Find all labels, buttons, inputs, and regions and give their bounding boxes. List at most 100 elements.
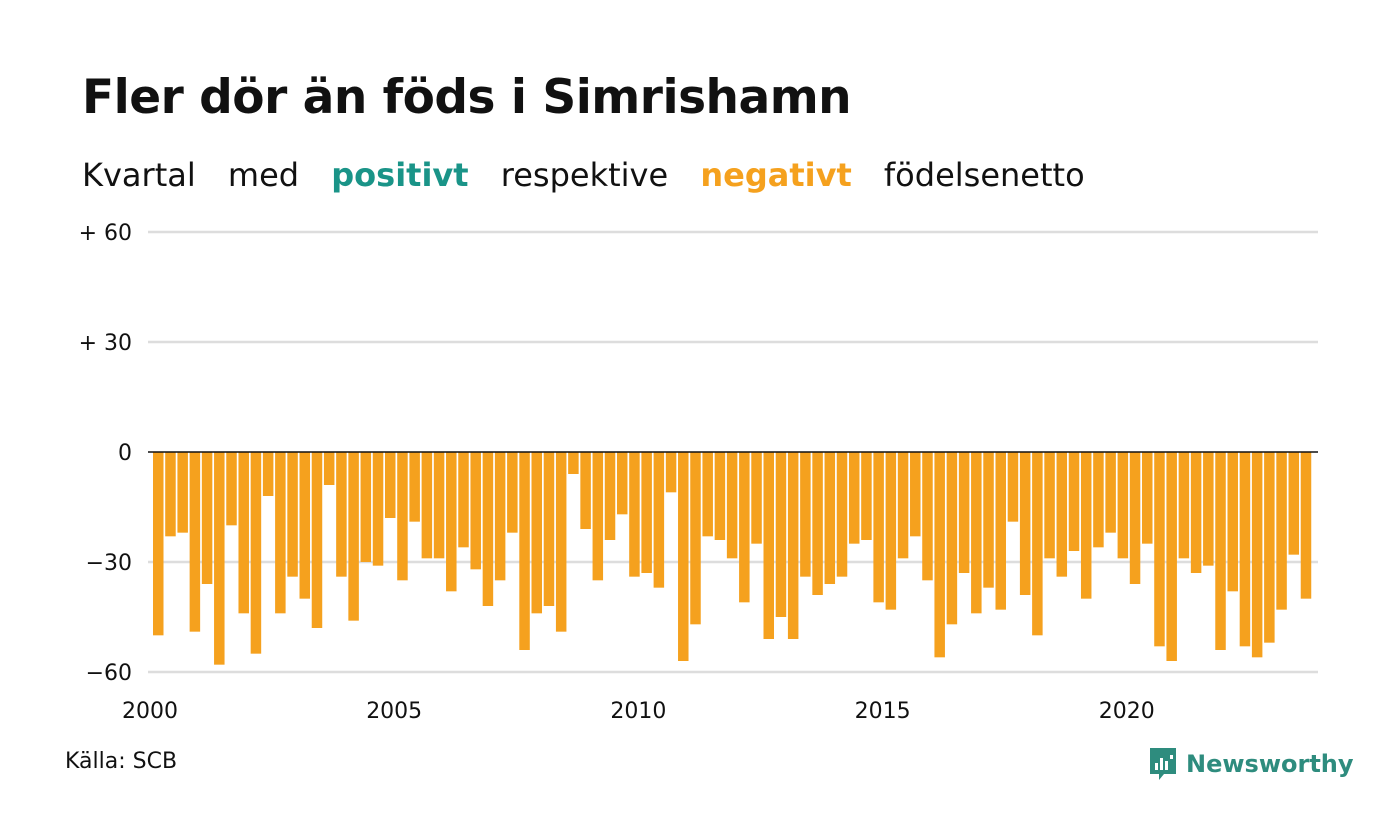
bar xyxy=(934,452,945,658)
brand-logo: Newsworthy xyxy=(1148,744,1354,784)
bar xyxy=(702,452,713,537)
bar xyxy=(812,452,823,595)
bar xyxy=(922,452,933,581)
y-tick-label: 0 xyxy=(118,441,132,466)
source-note: Källa: SCB xyxy=(65,749,178,774)
bar xyxy=(1093,452,1104,548)
bar xyxy=(153,452,164,636)
bar xyxy=(1117,452,1129,559)
bar xyxy=(543,452,555,606)
bar xyxy=(751,452,762,544)
bar xyxy=(323,452,335,485)
y-tick-label: −30 xyxy=(86,551,132,576)
bar xyxy=(1142,452,1153,544)
bar xyxy=(397,452,408,581)
subtitle-word: respektive xyxy=(500,156,669,194)
bar xyxy=(1239,452,1251,647)
bar xyxy=(1068,452,1080,551)
bar xyxy=(555,452,567,632)
bar xyxy=(897,452,909,559)
x-tick-label: 2010 xyxy=(610,699,666,724)
bar xyxy=(848,452,860,544)
bar xyxy=(775,452,787,617)
bar xyxy=(299,452,311,599)
bar xyxy=(1105,452,1116,533)
bar xyxy=(946,452,958,625)
bar xyxy=(910,452,921,537)
bar xyxy=(214,452,225,665)
bar xyxy=(433,452,445,559)
bar xyxy=(494,452,506,581)
bar xyxy=(238,452,249,614)
bar xyxy=(629,452,640,577)
newsworthy-logo-icon xyxy=(1150,748,1176,780)
bar xyxy=(836,452,848,577)
bar xyxy=(531,452,543,614)
chart-title: Fler dör än föds i Simrishamn xyxy=(82,70,852,125)
x-tick-label: 2000 xyxy=(122,699,178,724)
bar xyxy=(1019,452,1031,595)
x-tick-label: 2005 xyxy=(366,699,422,724)
bar xyxy=(311,452,323,628)
bar xyxy=(726,452,738,559)
bar xyxy=(275,452,286,614)
bar xyxy=(189,452,201,632)
y-tick-label: −60 xyxy=(86,661,132,686)
subtitle-word: Kvartal xyxy=(82,156,196,194)
bar xyxy=(201,452,213,584)
subtitle-negative-label: negativt xyxy=(700,156,852,194)
bar xyxy=(665,452,677,493)
bar xyxy=(177,452,188,533)
bar xyxy=(861,452,872,540)
bar xyxy=(519,452,530,650)
bar xyxy=(653,452,665,588)
bar xyxy=(458,452,469,548)
y-tick-label: + 30 xyxy=(79,331,132,356)
bar xyxy=(714,452,726,540)
bar xyxy=(641,452,652,573)
bar xyxy=(482,452,494,606)
bar xyxy=(336,452,347,577)
bar xyxy=(1264,452,1275,643)
bar xyxy=(1227,452,1238,592)
bar xyxy=(1129,452,1141,584)
bar xyxy=(616,452,628,515)
bar xyxy=(262,452,274,496)
brand-name: Newsworthy xyxy=(1186,750,1354,778)
bar xyxy=(507,452,518,533)
subtitle-positive-label: positivt xyxy=(331,156,469,194)
bar xyxy=(995,452,1006,610)
bar xyxy=(1190,452,1202,573)
y-tick-label: + 60 xyxy=(79,221,132,246)
bar xyxy=(165,452,176,537)
bar xyxy=(1276,452,1287,610)
bar xyxy=(690,452,701,625)
x-tick-label: 2015 xyxy=(855,699,911,724)
bar xyxy=(409,452,420,522)
bar xyxy=(873,452,884,603)
subtitle-word: med xyxy=(227,156,300,194)
bar xyxy=(1178,452,1190,559)
bar xyxy=(568,452,579,474)
bar xyxy=(971,452,982,614)
bar xyxy=(1007,452,1019,522)
bar xyxy=(983,452,994,588)
bar xyxy=(678,452,689,661)
bar xyxy=(739,452,750,603)
bar xyxy=(1300,452,1312,599)
bar xyxy=(1080,452,1092,599)
subtitle-word: födelsenetto xyxy=(883,156,1085,194)
chart-subtitle: Kvartal med positivt respektive negativt… xyxy=(82,156,1107,194)
bar xyxy=(1288,452,1300,555)
bar xyxy=(1032,452,1043,636)
bar xyxy=(1215,452,1226,650)
bar xyxy=(226,452,237,526)
bar xyxy=(348,452,359,621)
bar xyxy=(1044,452,1055,559)
bar xyxy=(1166,452,1177,661)
bar xyxy=(250,452,262,654)
bar xyxy=(372,452,384,566)
bar xyxy=(604,452,616,540)
bar xyxy=(1154,452,1165,647)
